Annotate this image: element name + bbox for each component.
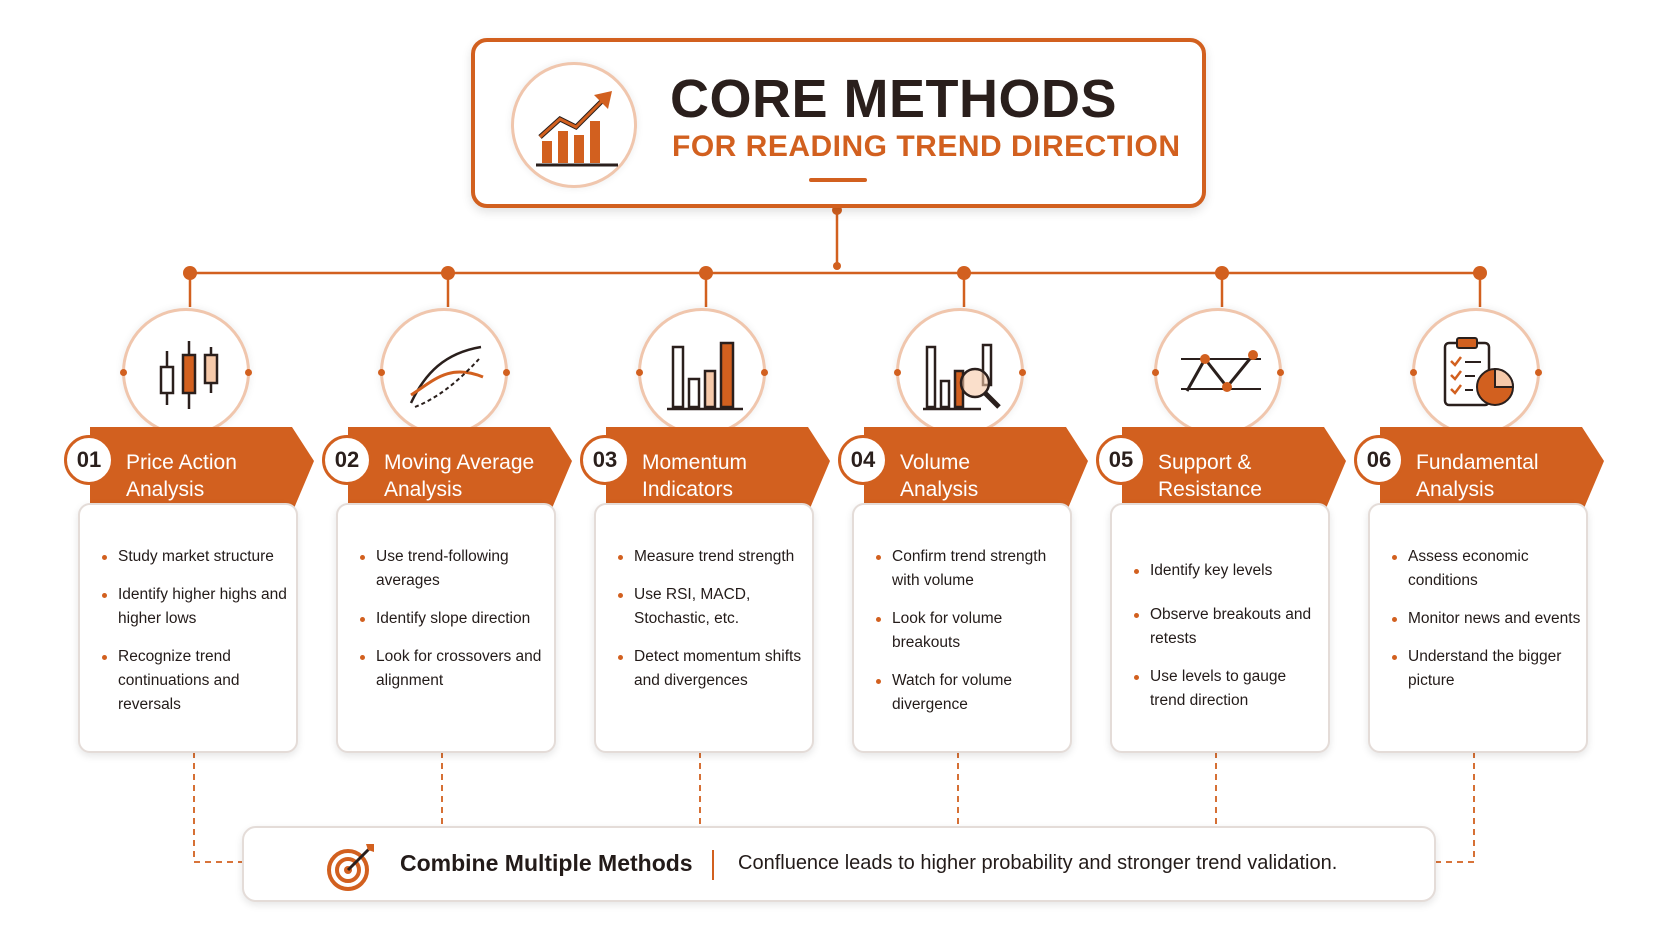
method-title: Price Action Analysis <box>126 449 311 503</box>
method-column-1: 01 Price Action Analysis Study market st… <box>58 303 322 758</box>
method-column-4: 04 Volume Analysis Confirm trend strengt… <box>832 303 1096 758</box>
summary-bar: Combine Multiple Methods Confluence lead… <box>242 826 1436 902</box>
method-title-line1: Price Action <box>126 451 237 474</box>
bullet-item: Identify higher highs and higher lows <box>102 583 292 631</box>
bullet-item: Use trend-following averages <box>360 545 550 593</box>
method-card-6: Assess economic conditions Monitor news … <box>1368 503 1588 753</box>
moving-average-curves-icon <box>378 308 510 436</box>
method-column-3: 03 Momentum Indicators Measure trend str… <box>574 303 838 758</box>
method-title-line2: Analysis <box>1416 478 1495 501</box>
bar-chart-icon <box>636 308 768 436</box>
method-title: Volume Analysis <box>900 449 1085 503</box>
bullet-item: Use RSI, MACD, Stochastic, etc. <box>618 583 808 631</box>
title-underline <box>809 178 867 182</box>
method-banner-4: 04 Volume Analysis <box>838 425 1088 525</box>
method-column-6: 06 Fundamental Analysis Assess economic … <box>1348 303 1612 758</box>
header-box: CORE METHODS FOR READING TREND DIRECTION <box>471 38 1206 208</box>
method-banner-5: 05 Support & Resistance <box>1096 425 1346 525</box>
method-title: Fundamental Analysis <box>1416 449 1601 503</box>
bullet-item: Watch for volume divergence <box>876 669 1066 717</box>
support-resistance-icon <box>1152 308 1284 436</box>
bullet-item: Use levels to gauge trend direction <box>1134 665 1324 713</box>
bullet-item: Monitor news and events <box>1392 607 1582 631</box>
rising-bar-chart-icon <box>511 62 637 188</box>
method-card-5: Identify key levels Observe breakouts an… <box>1110 503 1330 753</box>
method-title: Momentum Indicators <box>642 449 827 503</box>
method-card-3: Measure trend strength Use RSI, MACD, St… <box>594 503 814 753</box>
method-title-line2: Resistance <box>1158 478 1262 501</box>
summary-divider <box>712 850 714 880</box>
volume-magnifier-icon <box>894 308 1026 436</box>
method-title-line2: Analysis <box>126 478 205 501</box>
summary-title: Combine Multiple Methods <box>400 850 693 876</box>
method-number-badge: 05 <box>1096 435 1146 485</box>
method-title-line1: Fundamental <box>1416 451 1539 474</box>
method-card-2: Use trend-following averages Identify sl… <box>336 503 556 753</box>
target-icon <box>326 842 376 897</box>
bullet-item: Assess economic conditions <box>1392 545 1582 593</box>
method-title-line2: Analysis <box>900 478 979 501</box>
method-number-badge: 01 <box>64 435 114 485</box>
method-number-badge: 02 <box>322 435 372 485</box>
method-column-5: 05 Support & Resistance Identify key lev… <box>1090 303 1354 758</box>
bullet-item: Observe breakouts and retests <box>1134 603 1324 651</box>
method-banner-3: 03 Momentum Indicators <box>580 425 830 525</box>
page-title: CORE METHODS <box>670 69 1118 129</box>
method-number-badge: 03 <box>580 435 630 485</box>
method-card-1: Study market structure Identify higher h… <box>78 503 298 753</box>
bullet-item: Recognize trend continuations and revers… <box>102 645 292 717</box>
method-title: Support & Resistance <box>1158 449 1343 503</box>
method-title-line2: Analysis <box>384 478 463 501</box>
bullet-item: Look for volume breakouts <box>876 607 1066 655</box>
summary-text: Confluence leads to higher probability a… <box>738 852 1338 874</box>
method-title-line1: Momentum <box>642 451 748 474</box>
page-subtitle: FOR READING TREND DIRECTION <box>672 130 1181 163</box>
method-title-line2: Indicators <box>642 478 734 501</box>
clipboard-pie-icon <box>1410 308 1542 436</box>
bullet-item: Detect momentum shifts and divergences <box>618 645 808 693</box>
method-number-badge: 06 <box>1354 435 1404 485</box>
bullet-item: Look for crossovers and alignment <box>360 645 550 693</box>
method-banner-1: 01 Price Action Analysis <box>64 425 314 525</box>
method-title: Moving Average Analysis <box>384 449 569 503</box>
method-title-line1: Moving Average <box>384 451 535 474</box>
bullet-item: Confirm trend strength with volume <box>876 545 1066 593</box>
bullet-item: Study market structure <box>102 545 292 569</box>
method-number-badge: 04 <box>838 435 888 485</box>
method-title-line1: Volume <box>900 451 971 474</box>
bullet-item: Identify key levels <box>1134 559 1324 583</box>
method-card-4: Confirm trend strength with volume Look … <box>852 503 1072 753</box>
bullet-item: Understand the bigger picture <box>1392 645 1582 693</box>
method-column-2: 02 Moving Average Analysis Use trend-fol… <box>316 303 580 758</box>
bullet-item: Measure trend strength <box>618 545 808 569</box>
method-title-line1: Support & <box>1158 451 1252 474</box>
bullet-item: Identify slope direction <box>360 607 550 631</box>
candlestick-icon <box>120 308 252 436</box>
